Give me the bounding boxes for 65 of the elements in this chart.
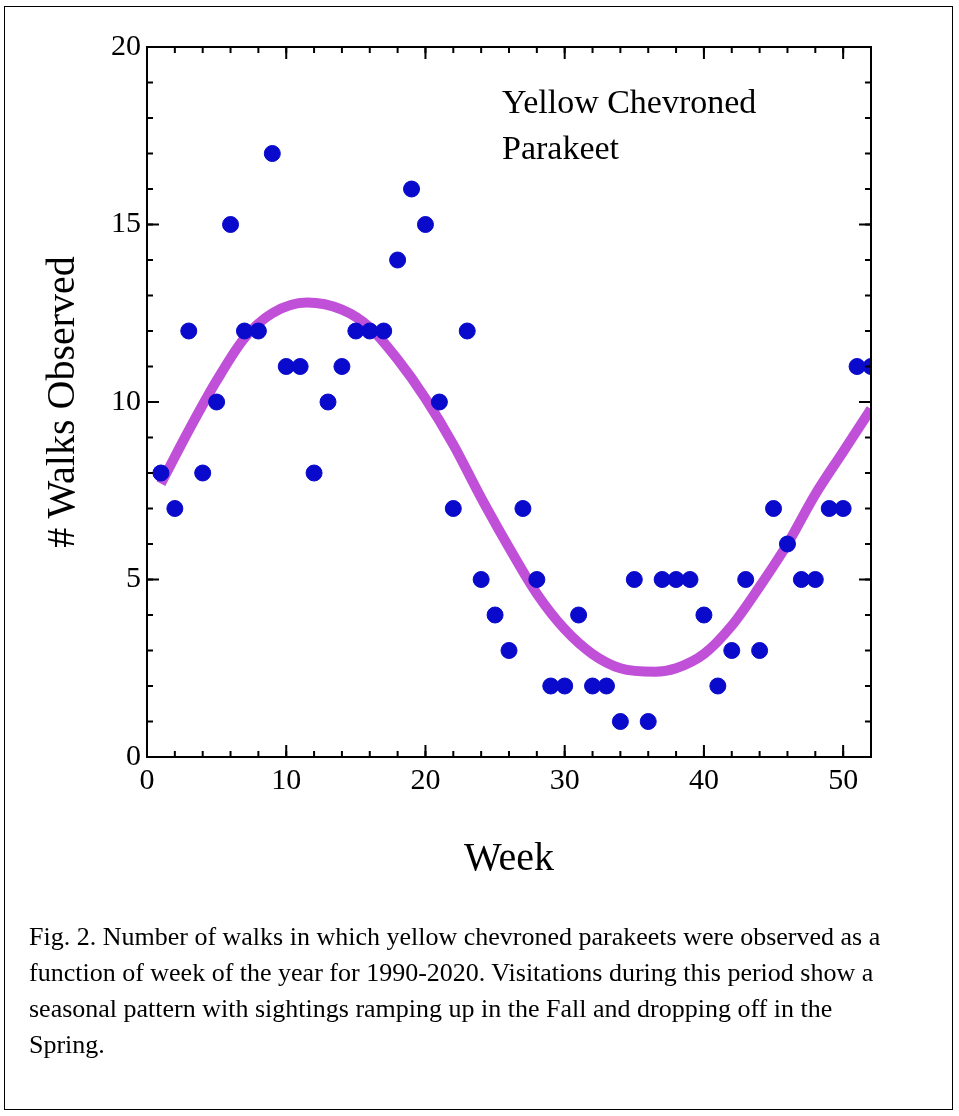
point <box>486 606 504 624</box>
point <box>611 713 629 730</box>
point <box>778 535 796 553</box>
point <box>570 606 588 624</box>
point <box>806 571 824 588</box>
point <box>751 642 769 659</box>
point <box>235 322 253 340</box>
point <box>820 500 838 517</box>
point <box>458 322 476 340</box>
point <box>361 322 379 340</box>
point <box>403 180 421 198</box>
y-tick-label: 15 <box>111 205 141 239</box>
x-tick-label: 50 <box>828 761 859 795</box>
annotation: Yellow Chevroned Parakeet <box>502 82 757 166</box>
point <box>765 500 783 517</box>
point <box>834 500 852 517</box>
x-tick-label: 10 <box>271 761 302 795</box>
point <box>695 606 713 624</box>
point <box>277 358 295 375</box>
point <box>597 677 615 695</box>
point <box>709 677 727 695</box>
y-tick-label: 10 <box>111 382 141 416</box>
point <box>444 500 462 517</box>
x-axis-title: Week <box>463 833 555 879</box>
point <box>667 571 685 588</box>
point <box>584 677 602 695</box>
point <box>737 571 755 588</box>
y-tick-label: 5 <box>126 560 141 594</box>
caption: Fig. 2. Number of walks in which yellow chevroned parakeets were observed as a function of week of the year for 1990-2020. Visitations during this period show a seasonal pattern with sightings ramping up in the Fall and dropping off in the Spring. <box>29 921 882 1061</box>
point <box>375 322 393 340</box>
point <box>152 464 170 482</box>
point <box>194 464 212 482</box>
point <box>528 571 546 588</box>
x-tick-label: 20 <box>410 761 441 795</box>
point <box>333 358 351 375</box>
y-tick-label: 0 <box>126 737 141 771</box>
point <box>291 358 309 375</box>
point <box>305 464 323 482</box>
point <box>389 251 407 269</box>
point <box>222 216 240 233</box>
point <box>430 393 448 411</box>
point <box>792 571 810 588</box>
point <box>180 322 198 340</box>
point <box>416 216 434 233</box>
x-tick-label: 30 <box>549 761 580 795</box>
point <box>166 500 184 517</box>
point <box>263 145 281 162</box>
point <box>542 677 560 695</box>
point <box>848 358 866 375</box>
point <box>347 322 365 340</box>
y-tick-label: 20 <box>111 27 141 61</box>
point <box>653 571 671 588</box>
point <box>500 642 518 659</box>
x-tick-label: 40 <box>688 761 719 795</box>
point <box>639 713 657 730</box>
point <box>249 322 267 340</box>
point <box>514 500 532 517</box>
point <box>208 393 226 411</box>
point <box>319 393 337 411</box>
point <box>625 571 643 588</box>
y-axis-title: # Walks Observed <box>37 256 83 548</box>
point <box>723 642 741 659</box>
point <box>472 571 490 588</box>
point <box>681 571 699 588</box>
point <box>556 677 574 695</box>
